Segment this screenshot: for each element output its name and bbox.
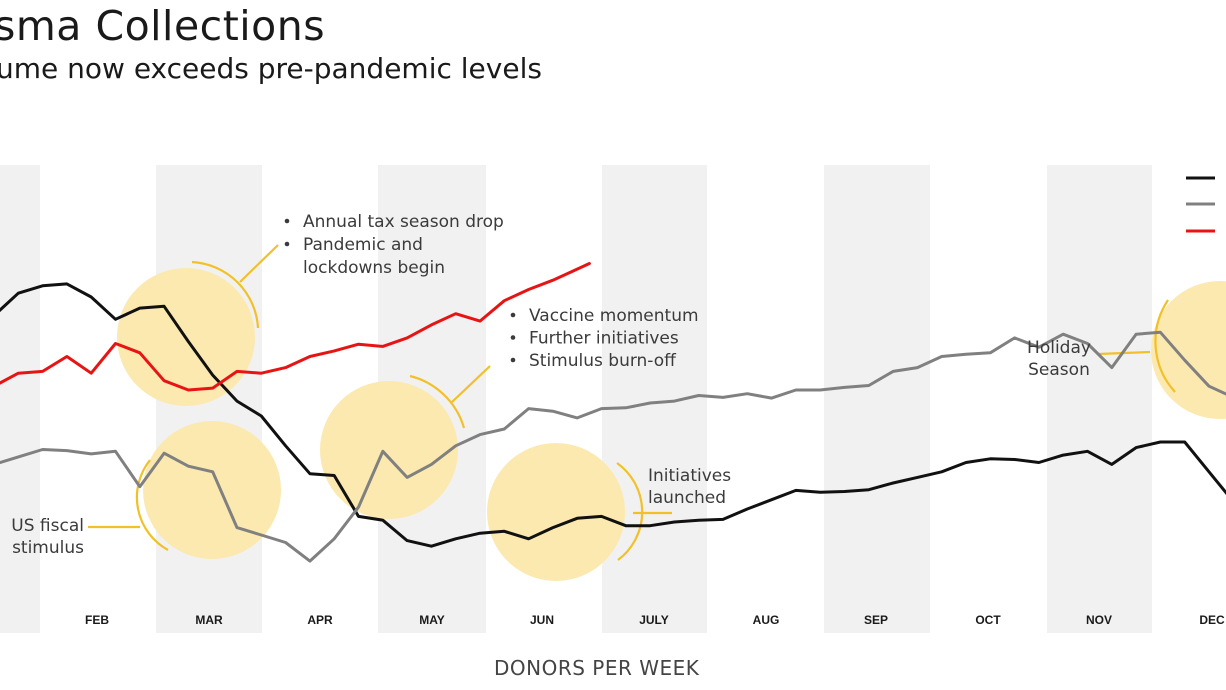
month-band [0,165,40,633]
x-tick-label: DEC [1199,613,1225,627]
month-band [824,165,930,633]
legend [1186,176,1215,233]
connector-arc [191,260,260,329]
x-axis-ticks: FEB MAR APR MAY JUN JULY AUG SEP OCT NOV DEC [85,613,1225,627]
x-tick-label: MAR [195,613,223,627]
annotation-text: Further initiatives [529,329,679,349]
month-band [1047,165,1152,633]
connector-arc [135,459,169,551]
series-line [0,282,1226,548]
annotation-connectors [88,244,1176,561]
annotation-text: Vaccine momentum [529,306,699,326]
bullet-dot [510,357,516,363]
highlight-circle [487,443,625,581]
series-line [0,262,591,392]
chart-subtitle: ume now exceeds pre-pandemic levels [0,52,542,85]
annotation-text: Initiatives [648,466,731,486]
x-tick-label: SEP [864,613,888,627]
bullet-dot [284,241,290,247]
annotation-text: Pandemic and [303,235,423,255]
x-axis-label: DONORS PER WEEK [494,656,700,680]
highlight-circle [143,421,281,559]
month-band [602,165,707,633]
x-tick-label: AUG [753,613,780,627]
bullet-dot [510,335,516,340]
bullet-dot [284,218,290,224]
annotation-text: launched [648,488,726,508]
series-lines [0,262,1226,563]
annotation-text: US fiscal [11,516,84,536]
x-tick-label: NOV [1086,613,1112,627]
x-tick-label: OCT [975,613,1001,627]
annotation-text: lockdowns begin [303,258,445,278]
bullet-dot [510,312,516,318]
highlight-circle [1151,281,1226,419]
chart-title: sma Collections [0,2,326,50]
annotation-text: Holiday [1027,338,1091,358]
x-tick-label: MAY [419,613,445,627]
x-tick-label: JULY [639,613,669,627]
x-tick-label: APR [307,613,333,627]
connector-arc [409,374,466,429]
connector-arc [616,462,644,561]
annotation-text: Season [1028,360,1090,380]
x-tick-label: JUN [530,613,554,627]
highlight-circle [320,381,458,519]
connector-arc [1154,299,1176,393]
connector-line [451,365,491,403]
annotation-text: Annual tax season drop [303,212,504,232]
annotation-text: stimulus [12,538,84,558]
annotation-text: Stimulus burn-off [529,351,677,371]
connector-line [239,244,279,283]
series-line [0,330,1226,563]
x-tick-label: FEB [85,613,109,627]
